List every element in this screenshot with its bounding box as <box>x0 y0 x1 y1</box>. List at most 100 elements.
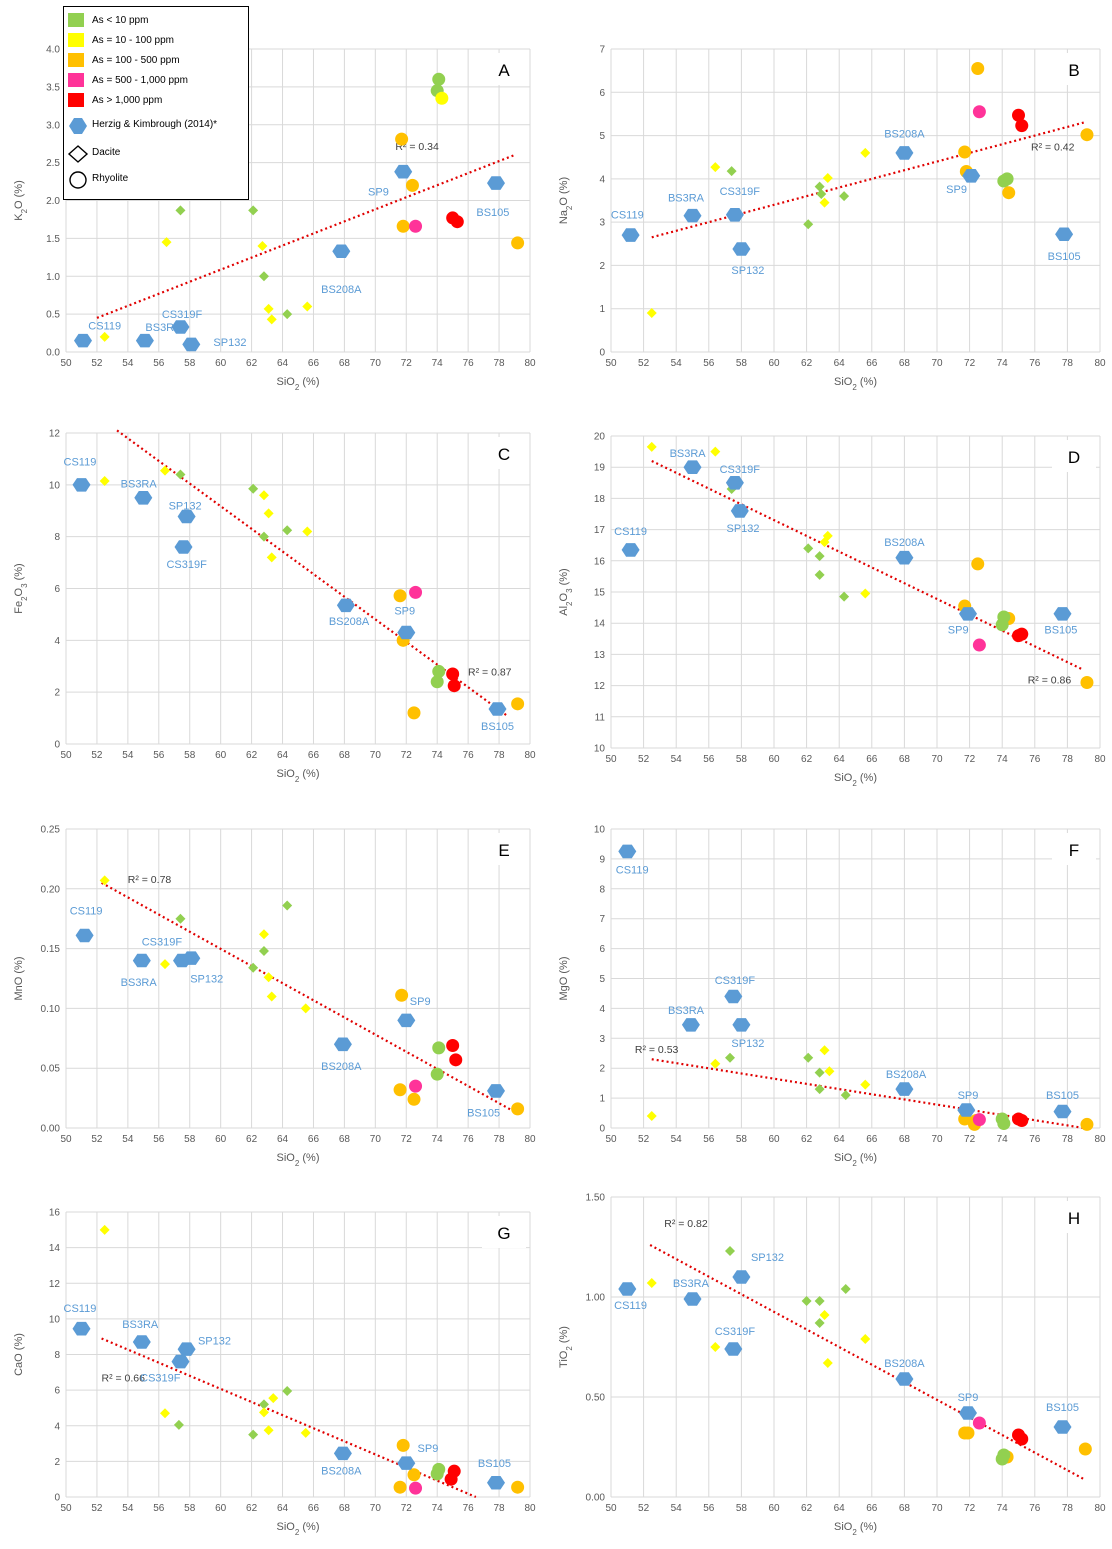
panel-letter-box <box>482 833 526 865</box>
x-tick-label: 58 <box>184 1134 196 1145</box>
x-tick-label: 72 <box>964 754 976 765</box>
rhyolite-point <box>997 1117 1011 1131</box>
reference-label-bs208a: BS208A <box>884 1358 925 1370</box>
dacite-point <box>99 1224 110 1235</box>
rhyolite-point <box>1015 119 1029 133</box>
legend-label: Herzig & Kimbrough (2014)* <box>92 118 218 130</box>
dacite-point <box>646 1111 657 1122</box>
reference-label-cs319f: CS319F <box>166 559 207 571</box>
x-tick-label: 66 <box>308 750 320 761</box>
reference-point <box>618 844 637 859</box>
x-tick-label: 64 <box>834 1503 846 1514</box>
reference-label-bs208a: BS208A <box>321 1061 362 1073</box>
r-squared-label: R² = 0.87 <box>468 666 512 678</box>
x-tick-label: 54 <box>671 754 683 765</box>
x-tick-label: 64 <box>834 358 846 369</box>
dacite-point <box>282 1386 293 1397</box>
panel-letter: A <box>498 61 510 80</box>
x-tick-label: 56 <box>703 754 715 765</box>
dacite-point <box>282 309 293 320</box>
x-tick-label: 60 <box>768 754 780 765</box>
x-tick-label: 72 <box>401 750 413 761</box>
rhyolite-point <box>995 618 1009 632</box>
x-tick-label: 66 <box>308 1503 320 1514</box>
x-tick-label: 60 <box>768 1503 780 1514</box>
dacite-point <box>173 1419 184 1430</box>
reference-point <box>488 702 507 716</box>
rhyolite-point <box>971 61 985 75</box>
reference-point <box>621 228 640 242</box>
x-tick-label: 66 <box>308 358 320 369</box>
y-tick-label: 4 <box>54 636 60 647</box>
legend-symbol <box>68 171 87 189</box>
x-tick-label: 50 <box>605 1503 617 1514</box>
rhyolite-point <box>430 675 444 689</box>
reference-label-sp9: SP9 <box>410 996 431 1008</box>
rhyolite-point <box>409 1481 423 1495</box>
x-tick-label: 80 <box>1094 1134 1106 1145</box>
reference-point <box>333 1446 352 1461</box>
x-tick-label: 50 <box>60 358 72 369</box>
x-tick-label: 54 <box>122 1503 134 1514</box>
legend-symbol <box>68 13 86 27</box>
dacite-point <box>814 1296 825 1306</box>
y-tick-label: 0.0 <box>46 348 60 359</box>
reference-label-cs119: CS119 <box>616 864 649 876</box>
y-tick-label: 0 <box>599 348 605 359</box>
trendline <box>101 881 512 1112</box>
x-tick-label: 66 <box>866 754 878 765</box>
y-tick-label: 17 <box>594 525 606 536</box>
panel-letter-box <box>1052 1201 1096 1233</box>
x-tick-label: 58 <box>184 1503 196 1514</box>
y-axis-title: Fe2O3 (%) <box>13 563 29 613</box>
y-tick-label: 2 <box>54 688 60 699</box>
y-tick-label: 8 <box>54 1350 60 1361</box>
y-tick-label: 19 <box>594 463 606 474</box>
x-tick-label: 50 <box>60 1134 72 1145</box>
reference-label-bs208a: BS208A <box>321 1465 362 1477</box>
dacite-point <box>814 569 825 580</box>
rhyolite-point <box>446 667 460 681</box>
rhyolite-point <box>432 72 446 86</box>
reference-label-sp132: SP132 <box>169 501 202 513</box>
x-tick-label: 56 <box>703 1503 715 1514</box>
x-tick-label: 70 <box>370 1503 382 1514</box>
x-tick-label: 66 <box>866 1134 878 1145</box>
reference-point <box>725 208 744 222</box>
reference-point <box>332 244 351 258</box>
x-tick-label: 50 <box>605 754 617 765</box>
dacite-point <box>819 197 830 208</box>
y-tick-label: 20 <box>594 432 606 443</box>
reference-label-cs319f: CS319F <box>162 309 203 321</box>
dacite-point <box>840 1090 851 1101</box>
legend-symbol <box>68 117 87 134</box>
x-tick-label: 52 <box>638 1503 650 1514</box>
reference-label-bs105: BS105 <box>476 207 509 219</box>
legend-item: As = 500 - 1,000 ppm <box>68 71 188 89</box>
reference-point <box>895 146 914 160</box>
y-tick-label: 0.15 <box>41 944 61 955</box>
x-tick-label: 78 <box>494 1503 506 1514</box>
legend-symbol <box>68 33 86 47</box>
x-tick-label: 74 <box>432 1503 444 1514</box>
x-tick-label: 68 <box>899 754 911 765</box>
dacite-point <box>726 166 737 177</box>
dacite-point <box>819 1045 830 1056</box>
rhyolite-point <box>971 557 985 571</box>
y-tick-label: 4 <box>599 174 605 185</box>
dacite-point <box>860 1334 871 1344</box>
reference-point <box>895 1082 914 1096</box>
y-tick-label: 10 <box>49 480 61 491</box>
x-tick-label: 78 <box>494 358 506 369</box>
dacite-point <box>175 205 186 216</box>
legend-item: As < 10 ppm <box>68 11 148 29</box>
rhyolite-point <box>972 105 986 119</box>
rhyolite-point <box>393 1083 407 1097</box>
dacite-point <box>803 1052 814 1063</box>
y-tick-label: 8 <box>599 884 605 895</box>
x-tick-label: 56 <box>153 358 165 369</box>
x-tick-label: 62 <box>801 1134 813 1145</box>
x-tick-label: 52 <box>91 358 103 369</box>
y-tick-label: 0.50 <box>586 1393 606 1404</box>
dacite-point <box>248 1429 259 1440</box>
